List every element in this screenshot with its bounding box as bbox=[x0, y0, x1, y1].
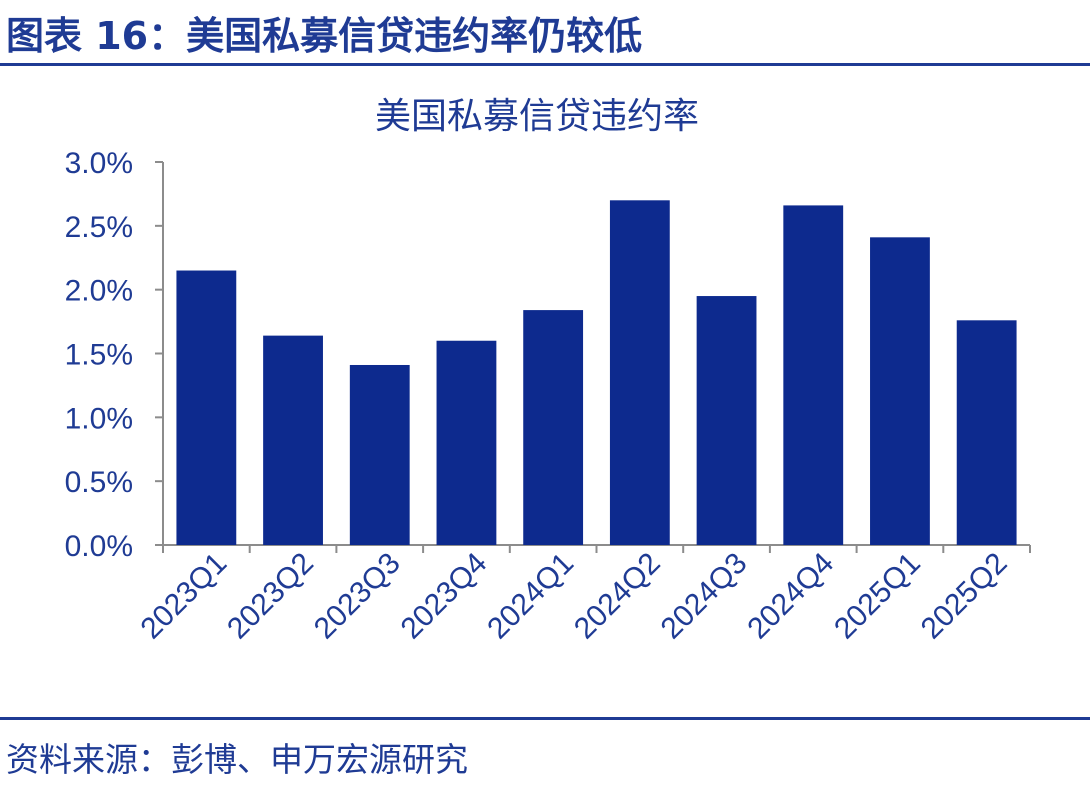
bar-chart: 美国私募信贷违约率 0.0% 0.5% 1.0% 1.5% 2.0% 2.5% 3.0% 2… bbox=[65, 96, 1031, 646]
bar-2024Q1 bbox=[523, 310, 584, 545]
chart-title: 美国私募信贷违约率 bbox=[375, 96, 699, 137]
x-tick-label: 2024Q4 bbox=[741, 547, 840, 646]
bar-2025Q2 bbox=[956, 320, 1017, 545]
bar-2025Q1 bbox=[870, 237, 930, 545]
y-tick-label: 1.5% bbox=[65, 339, 133, 372]
x-tick-label: 2023Q1 bbox=[134, 547, 233, 646]
y-tick-label: 3.0% bbox=[65, 147, 133, 180]
x-tick-label: 2024Q1 bbox=[481, 547, 580, 646]
source-note: 资料来源：彭博、申万宏源研究 bbox=[6, 740, 468, 779]
figure-title: 图表 16：美国私募信贷违约率仍较低 bbox=[6, 14, 643, 58]
y-tick-label: 0.5% bbox=[65, 466, 133, 499]
bar-2023Q2 bbox=[263, 335, 323, 545]
y-axis: 0.0% 0.5% 1.0% 1.5% 2.0% 2.5% 3.0% bbox=[65, 147, 164, 563]
bar-2023Q4 bbox=[436, 340, 497, 545]
x-tick-label: 2023Q3 bbox=[308, 547, 407, 646]
y-tick-label: 0.0% bbox=[65, 530, 133, 563]
top-divider bbox=[0, 63, 1090, 66]
bar-2023Q3 bbox=[349, 364, 410, 545]
y-tick-label: 1.0% bbox=[65, 402, 133, 435]
bottom-divider bbox=[0, 717, 1090, 720]
x-tick-label: 2023Q4 bbox=[395, 547, 494, 646]
x-axis: 2023Q12023Q22023Q32023Q42024Q12024Q22024… bbox=[134, 544, 1031, 646]
x-tick-label: 2025Q2 bbox=[915, 547, 1014, 646]
y-tick-label: 2.5% bbox=[65, 211, 133, 244]
x-tick-label: 2025Q1 bbox=[828, 547, 927, 646]
bar-2023Q1 bbox=[176, 270, 237, 545]
x-tick-label: 2024Q3 bbox=[655, 547, 754, 646]
bar-2024Q3 bbox=[696, 296, 757, 545]
y-tick-label: 2.0% bbox=[65, 275, 133, 308]
bars bbox=[176, 200, 1017, 546]
x-tick-label: 2023Q2 bbox=[221, 547, 320, 646]
bar-2024Q4 bbox=[783, 205, 844, 545]
x-tick-label: 2024Q2 bbox=[568, 547, 667, 646]
bar-2024Q2 bbox=[609, 200, 670, 546]
